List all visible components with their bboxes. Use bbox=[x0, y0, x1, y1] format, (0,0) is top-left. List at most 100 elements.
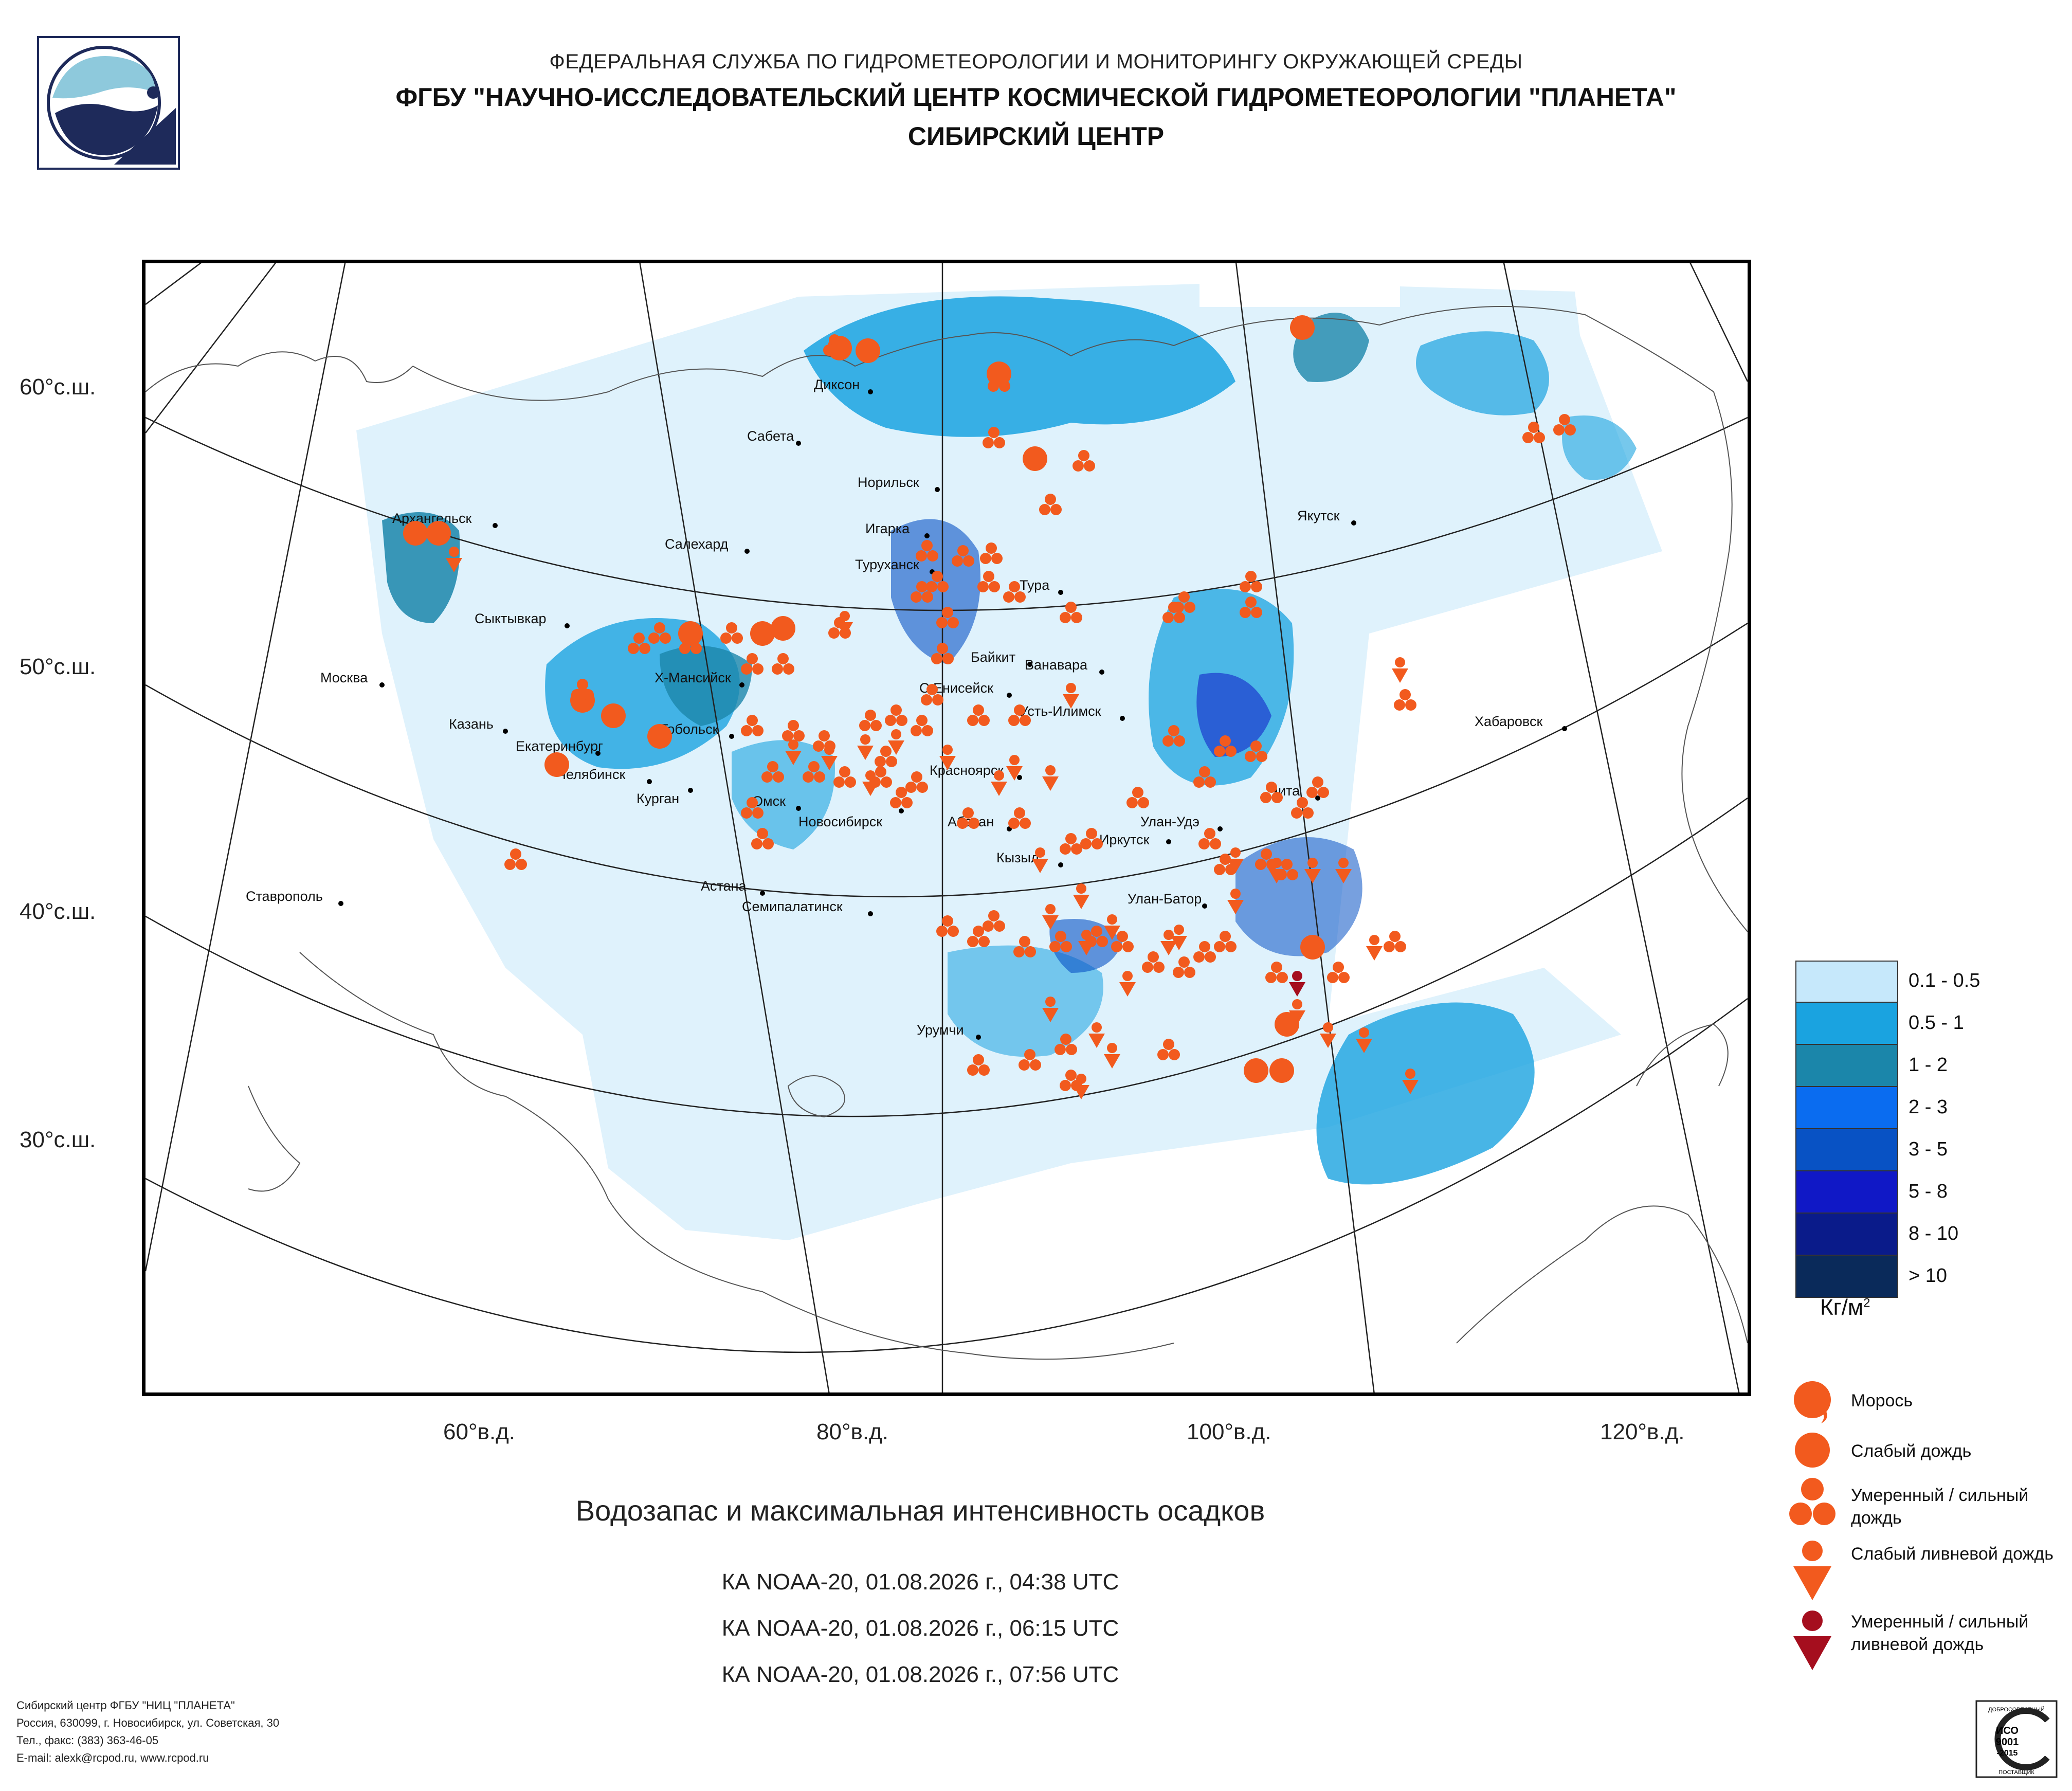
moderate-rain-marker bbox=[833, 766, 856, 788]
svg-text:Иркутск: Иркутск bbox=[1099, 832, 1150, 847]
moderate-rain-marker bbox=[957, 807, 979, 829]
city-turukhansk: Туруханск bbox=[855, 557, 935, 574]
moderate-rain-marker bbox=[741, 653, 764, 675]
moderate-rain-marker bbox=[803, 761, 825, 783]
moderate-rain-marker bbox=[859, 710, 882, 731]
iso-certificate-badge: ДОБРОСОВЕСТНЫЙ ИСО 9001 -2015 ПОСТАВЩИК bbox=[1975, 1700, 2058, 1778]
svg-text:Улан-Удэ: Улан-Удэ bbox=[1140, 814, 1199, 829]
moderate-rain-marker bbox=[751, 828, 774, 849]
light-shower-marker bbox=[1119, 971, 1136, 997]
moderate-rain-marker bbox=[1553, 414, 1576, 436]
legend-row: 8 - 10 bbox=[1795, 1214, 1991, 1256]
moderate-rain-marker bbox=[911, 715, 933, 736]
moderate-rain-marker bbox=[983, 910, 1005, 932]
moderate-rain-marker bbox=[504, 848, 527, 870]
city-ulan-ude: Улан-Удэ bbox=[1140, 814, 1223, 831]
moderate-rain-marker bbox=[936, 607, 959, 628]
moderate-rain-marker bbox=[1291, 797, 1314, 819]
legend-light-shower: Слабый ливневой дождь bbox=[1851, 1544, 2053, 1564]
svg-text:Москва: Москва bbox=[320, 670, 368, 685]
light-shower-marker bbox=[1335, 858, 1352, 883]
drizzle-marker bbox=[601, 703, 626, 728]
drizzle-marker bbox=[403, 521, 428, 546]
drizzle-marker bbox=[1023, 446, 1047, 471]
city-stavropol: Ставрополь bbox=[246, 889, 343, 906]
svg-text:Кызыл: Кызыл bbox=[996, 850, 1039, 865]
moderate-rain-marker bbox=[1327, 962, 1350, 983]
moderate-rain-marker bbox=[980, 542, 1003, 564]
legend-label: 8 - 10 bbox=[1909, 1223, 1959, 1244]
lat-label-50: 50°с.ш. bbox=[20, 654, 96, 679]
svg-text:Ванавара: Ванавара bbox=[1025, 657, 1088, 673]
legend-swatch bbox=[1795, 961, 1898, 1003]
drizzle-marker bbox=[1275, 1012, 1299, 1037]
moderate-rain-marker bbox=[885, 704, 907, 726]
drizzle-marker bbox=[750, 621, 775, 646]
moderate-rain-marker bbox=[1214, 931, 1237, 952]
drizzle-marker bbox=[426, 521, 451, 546]
moderate-rain-marker bbox=[1240, 596, 1262, 618]
moderate-rain-marker bbox=[1142, 951, 1165, 973]
svg-text:Х-Мансийск: Х-Мансийск bbox=[655, 670, 731, 685]
moderate-rain-marker bbox=[772, 653, 794, 675]
drizzle-marker bbox=[544, 752, 569, 777]
moderate-rain-marker bbox=[1126, 787, 1149, 808]
light-shower-marker bbox=[1227, 889, 1244, 914]
precipitation-symbols bbox=[403, 315, 1576, 1099]
legend-swatch bbox=[1795, 1129, 1898, 1171]
city-krasnoyarsk: Красноярск bbox=[930, 763, 1022, 780]
moderate-rain-marker bbox=[1060, 602, 1082, 623]
svg-text:9001: 9001 bbox=[1996, 1736, 2019, 1748]
moderate-rain-marker bbox=[1073, 450, 1095, 472]
svg-text:Курган: Курган bbox=[637, 791, 679, 806]
light-shower-marker bbox=[1268, 858, 1285, 883]
moderate-rain-marker bbox=[648, 622, 671, 644]
header-institute: ФГБУ "НАУЧНО-ИССЛЕДОВАТЕЛЬСКИЙ ЦЕНТР КОС… bbox=[395, 83, 1677, 112]
svg-text:Байкит: Байкит bbox=[971, 649, 1015, 665]
moderate-rain-marker bbox=[1049, 931, 1072, 952]
legend-swatch bbox=[1795, 1003, 1898, 1045]
moderate-rain-marker bbox=[967, 926, 990, 947]
city-ulaanbaatar: Улан-Батор bbox=[1128, 891, 1207, 909]
precipitation-map: Архангельск Сыктывкар Москва Казань Екат… bbox=[142, 260, 1751, 1396]
moderate-rain-icon bbox=[1789, 1477, 1841, 1536]
pass-3: КА NOAA-20, 01.08.2026 г., 07:56 UTC bbox=[721, 1662, 1119, 1687]
moderate-rain-marker bbox=[1198, 828, 1221, 849]
light-shower-marker bbox=[1289, 999, 1305, 1025]
light-shower-marker bbox=[1160, 930, 1177, 955]
svg-text:Астана: Астана bbox=[701, 878, 747, 894]
city-dikson: Диксон bbox=[814, 377, 873, 394]
svg-text:ПОСТАВЩИК: ПОСТАВЩИК bbox=[1998, 1769, 2034, 1776]
legend-heavy-shower: Умеренный / сильный ливневой дождь bbox=[1851, 1612, 2029, 1654]
legend-swatch bbox=[1795, 1214, 1898, 1256]
moderate-rain-marker bbox=[988, 370, 1010, 392]
svg-text:Игарка: Игарка bbox=[865, 521, 910, 536]
moderate-rain-marker bbox=[761, 761, 784, 783]
light-shower-marker bbox=[1063, 683, 1079, 709]
light-shower-marker bbox=[1088, 1022, 1105, 1048]
moderate-rain-marker bbox=[931, 643, 954, 664]
legend-row: 5 - 8 bbox=[1795, 1171, 1991, 1214]
svg-text:Урумчи: Урумчи bbox=[917, 1022, 964, 1038]
footer-address: Россия, 630099, г. Новосибирск, ул. Сове… bbox=[16, 1716, 280, 1729]
pass-1: КА NOAA-20, 01.08.2026 г., 04:38 UTC bbox=[721, 1569, 1119, 1595]
light-shower-marker bbox=[862, 770, 879, 796]
light-shower-marker bbox=[888, 729, 904, 755]
moderate-rain-marker bbox=[952, 545, 974, 567]
heavy-shower-icon bbox=[1789, 1609, 1841, 1674]
moderate-rain-marker bbox=[823, 334, 846, 356]
light-rain-icon bbox=[1789, 1431, 1841, 1474]
legend-swatch bbox=[1795, 1045, 1898, 1087]
moderate-rain-marker bbox=[1013, 936, 1036, 957]
light-shower-icon bbox=[1789, 1540, 1841, 1604]
moderate-rain-marker bbox=[720, 622, 743, 644]
svg-text:Семипалатинск: Семипалатинск bbox=[742, 899, 843, 914]
light-shower-marker bbox=[1006, 755, 1023, 781]
moderate-rain-marker bbox=[1039, 494, 1062, 515]
legend-label: 5 - 8 bbox=[1909, 1181, 1948, 1202]
city-khanty-mansiysk: Х-Мансийск bbox=[655, 670, 744, 688]
city-baykit: Байкит bbox=[971, 649, 1032, 667]
drizzle-icon bbox=[1789, 1378, 1841, 1427]
lat-label-60: 60°с.ш. bbox=[20, 374, 96, 400]
light-shower-marker bbox=[857, 734, 874, 760]
